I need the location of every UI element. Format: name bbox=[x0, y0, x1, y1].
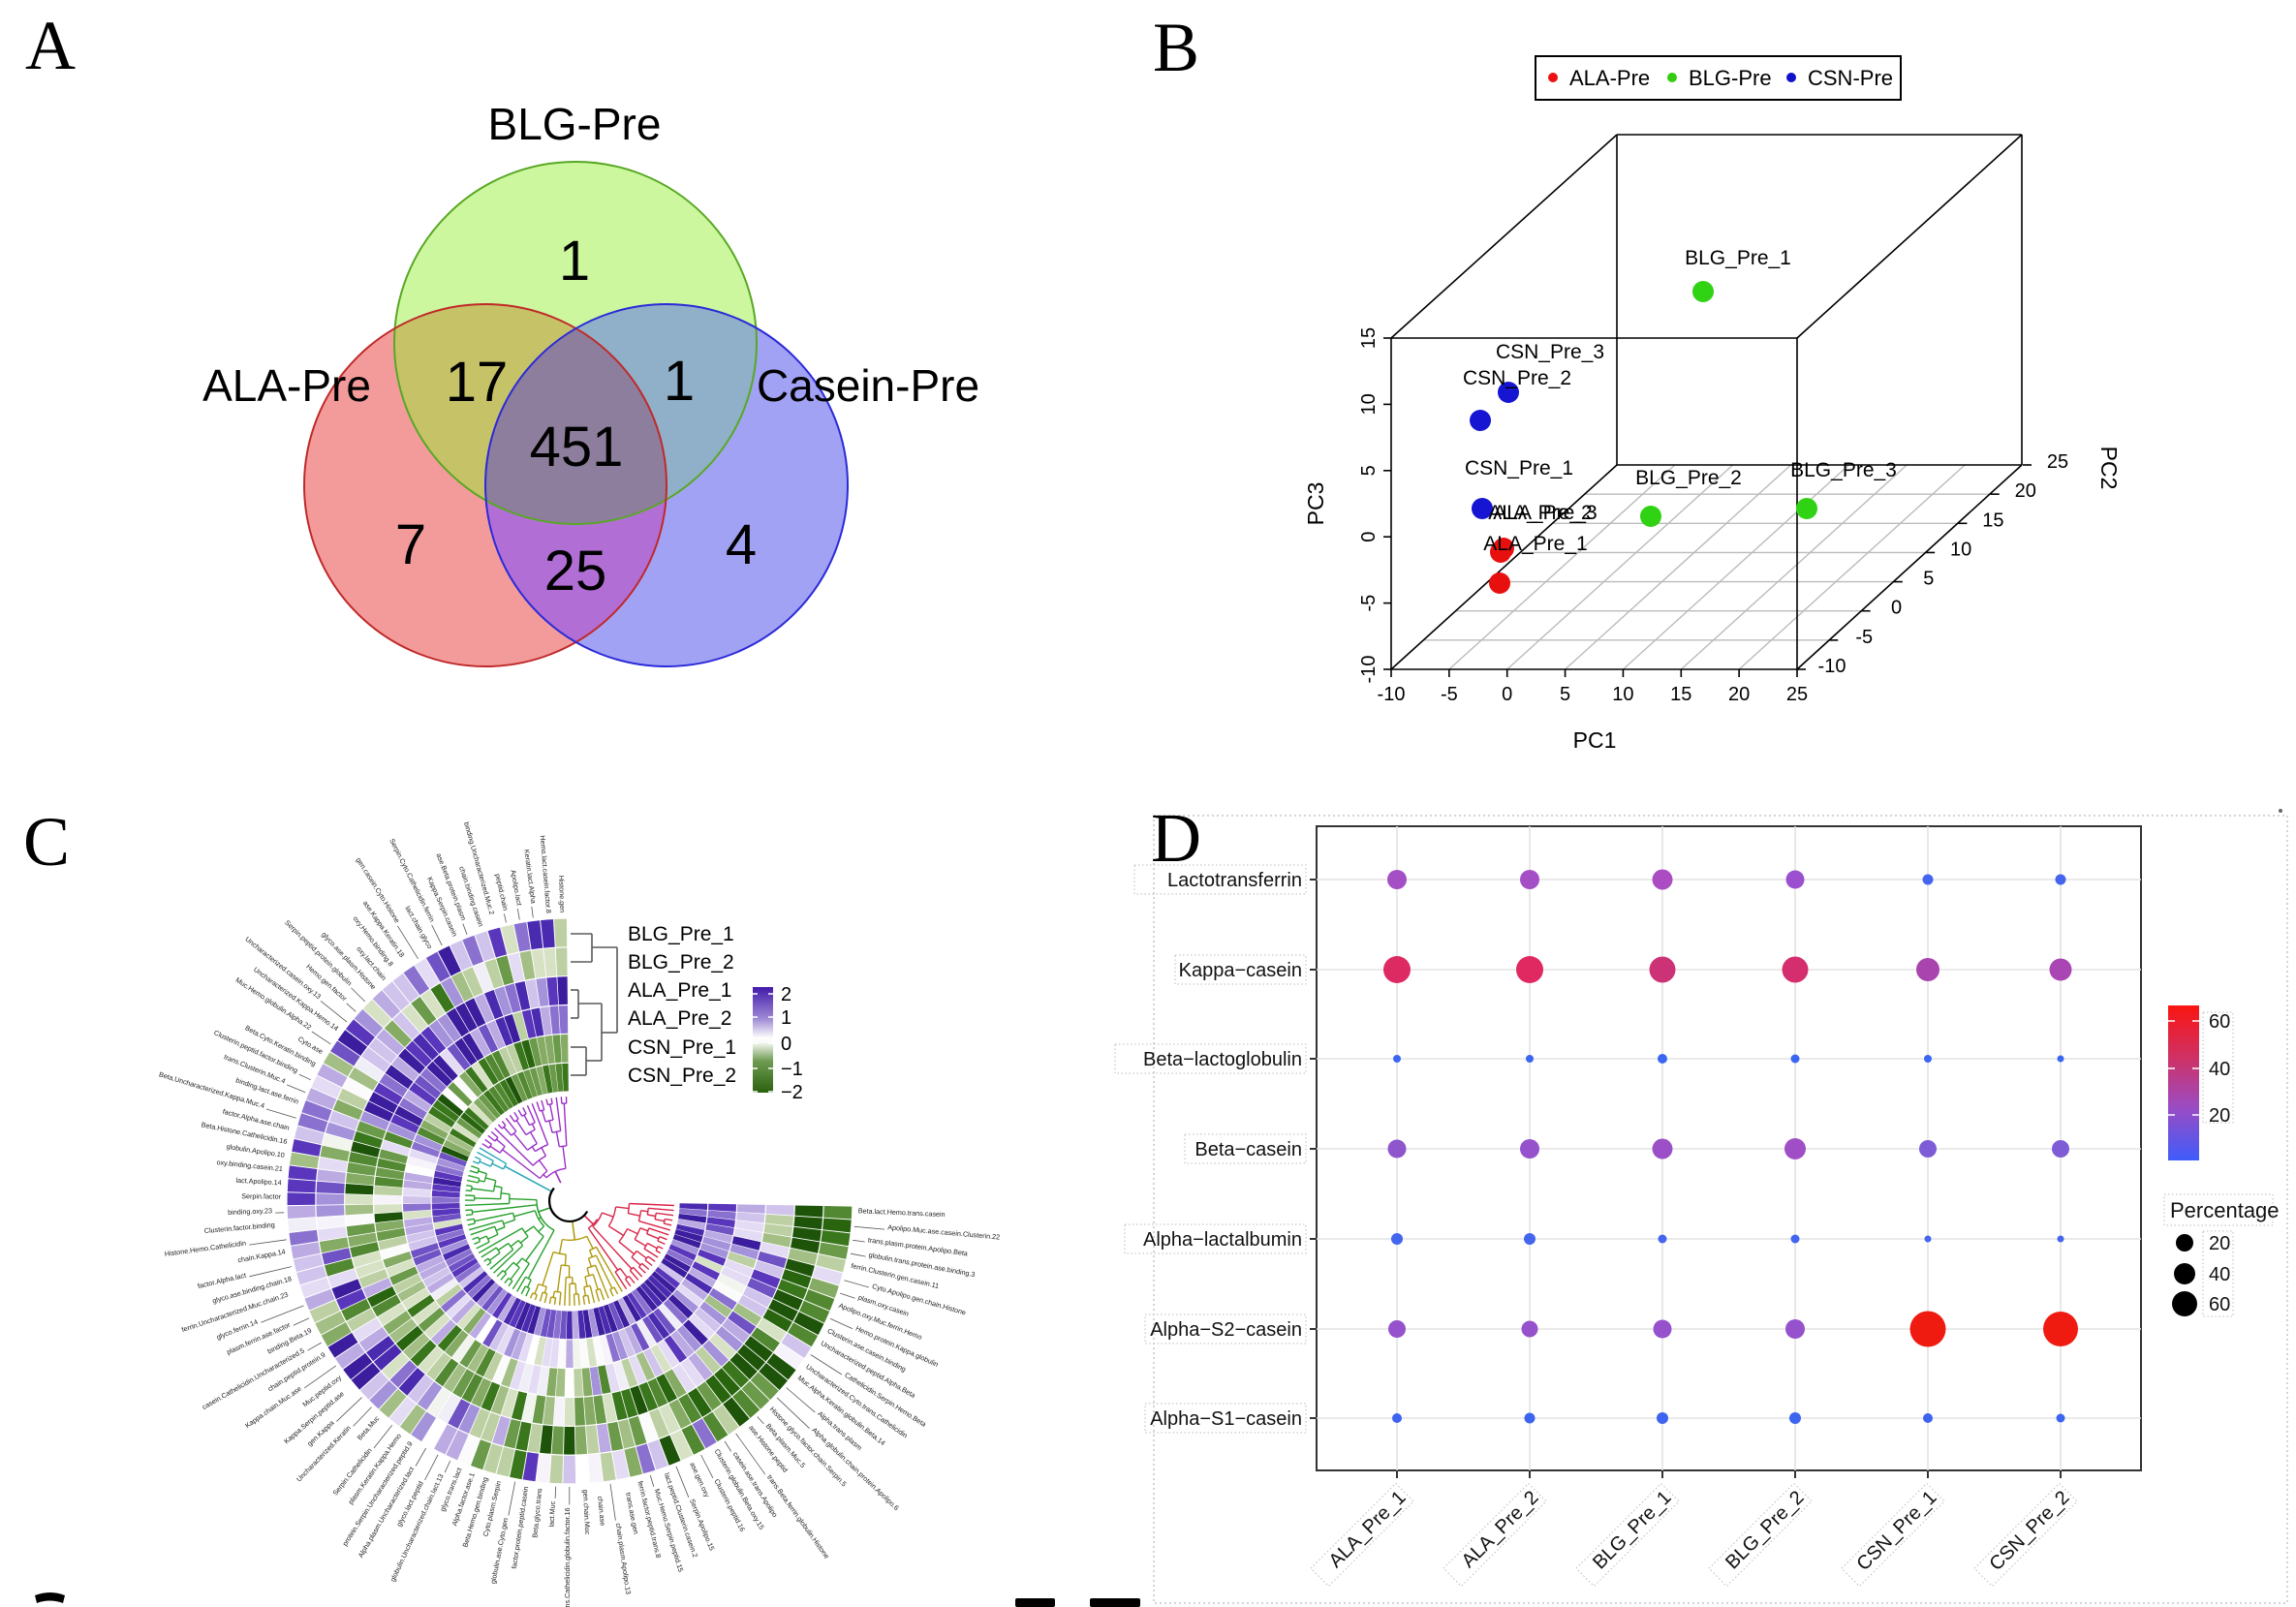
svg-text:-10: -10 bbox=[1378, 684, 1406, 705]
svg-text:1: 1 bbox=[664, 350, 695, 413]
svg-text:0: 0 bbox=[1502, 684, 1512, 705]
svg-text:25: 25 bbox=[1786, 684, 1808, 705]
svg-text:trans.Cathelicidin.globulin.fa: trans.Cathelicidin.globulin.factor.16 bbox=[563, 1507, 572, 1607]
svg-text:ALA-Pre: ALA-Pre bbox=[1569, 66, 1650, 90]
svg-text:−1: −1 bbox=[781, 1059, 803, 1080]
svg-text:Alpha−lactalbumin: Alpha−lactalbumin bbox=[1143, 1229, 1302, 1251]
svg-text:lact.Apolipo.14: lact.Apolipo.14 bbox=[235, 1176, 282, 1188]
svg-text:ALA_Pre_1: ALA_Pre_1 bbox=[1483, 533, 1587, 555]
svg-text:20: 20 bbox=[2209, 1233, 2230, 1254]
svg-text:Beta.lact.Hemo.trans.casein: Beta.lact.Hemo.trans.casein bbox=[858, 1206, 946, 1219]
svg-text:ALA_Pre_2: ALA_Pre_2 bbox=[1488, 502, 1592, 524]
svg-text:40: 40 bbox=[2209, 1059, 2230, 1080]
svg-text:15: 15 bbox=[1358, 327, 1380, 349]
svg-text:-10: -10 bbox=[1358, 656, 1380, 684]
svg-text:−2: −2 bbox=[781, 1082, 803, 1103]
svg-text:Alpha−S2−casein: Alpha−S2−casein bbox=[1150, 1319, 1302, 1341]
svg-text:5: 5 bbox=[1560, 684, 1570, 705]
svg-text:Beta−lactoglobulin: Beta−lactoglobulin bbox=[1143, 1049, 1302, 1070]
svg-text:PC1: PC1 bbox=[1573, 727, 1617, 753]
svg-text:CSN_Pre_2: CSN_Pre_2 bbox=[628, 1065, 736, 1087]
svg-text:Histone.gen: Histone.gen bbox=[557, 876, 567, 913]
svg-text:BLG_Pre_1: BLG_Pre_1 bbox=[628, 923, 734, 945]
svg-text:15: 15 bbox=[1670, 684, 1691, 705]
svg-text:Lactotransferrin: Lactotransferrin bbox=[1167, 870, 1302, 891]
svg-text:20: 20 bbox=[2209, 1105, 2230, 1127]
svg-text:60: 60 bbox=[2209, 1011, 2230, 1033]
svg-text:BLG_Pre_1: BLG_Pre_1 bbox=[1589, 1487, 1675, 1573]
svg-text:-10: -10 bbox=[1818, 656, 1846, 677]
svg-text:BLG_Pre_3: BLG_Pre_3 bbox=[1790, 459, 1897, 481]
svg-text:-5: -5 bbox=[1441, 684, 1458, 705]
svg-text:1: 1 bbox=[781, 1007, 791, 1029]
svg-text:gen.chain.Muc: gen.chain.Muc bbox=[581, 1489, 592, 1535]
svg-text:CSN_Pre_3: CSN_Pre_3 bbox=[1496, 341, 1604, 363]
svg-text:BLG_Pre_2: BLG_Pre_2 bbox=[1635, 467, 1742, 489]
svg-text:BLG_Pre_1: BLG_Pre_1 bbox=[1685, 247, 1791, 269]
svg-text:0: 0 bbox=[781, 1034, 791, 1055]
svg-text:CSN_Pre_1: CSN_Pre_1 bbox=[1853, 1487, 1941, 1575]
svg-text:1: 1 bbox=[559, 230, 590, 293]
svg-text:ALA_Pre_2: ALA_Pre_2 bbox=[628, 1007, 731, 1030]
svg-text:B: B bbox=[1153, 9, 1199, 86]
svg-text:A: A bbox=[25, 7, 76, 84]
svg-text:lact.Muc: lact.Muc bbox=[547, 1500, 557, 1528]
svg-text:40: 40 bbox=[2209, 1264, 2230, 1285]
svg-text:BLG_Pre_2: BLG_Pre_2 bbox=[1722, 1487, 1808, 1573]
svg-text:0: 0 bbox=[1358, 532, 1380, 542]
svg-text:-5: -5 bbox=[1358, 595, 1380, 612]
svg-text:Percentage: Percentage bbox=[2170, 1198, 2280, 1222]
svg-text:25: 25 bbox=[2047, 451, 2068, 473]
svg-text:CSN_Pre_2: CSN_Pre_2 bbox=[1986, 1487, 2074, 1575]
svg-text:PC3: PC3 bbox=[1303, 482, 1328, 526]
svg-text:PC2: PC2 bbox=[2096, 447, 2122, 490]
svg-text:20: 20 bbox=[2015, 480, 2036, 502]
svg-text:Kappa−casein: Kappa−casein bbox=[1179, 960, 1302, 981]
svg-text:Beta−casein: Beta−casein bbox=[1195, 1139, 1302, 1160]
svg-text:15: 15 bbox=[1982, 510, 2003, 531]
svg-text:CSN-Pre: CSN-Pre bbox=[1808, 66, 1893, 90]
svg-text:ALA-Pre: ALA-Pre bbox=[202, 360, 371, 411]
svg-text:4: 4 bbox=[726, 513, 757, 576]
svg-text:binding.oxy.23: binding.oxy.23 bbox=[228, 1206, 272, 1217]
svg-text:20: 20 bbox=[1728, 684, 1750, 705]
svg-text:ALA_Pre_2: ALA_Pre_2 bbox=[1458, 1487, 1543, 1572]
svg-text:ALA_Pre_1: ALA_Pre_1 bbox=[1325, 1487, 1411, 1572]
svg-text:25: 25 bbox=[544, 540, 607, 603]
svg-text:C: C bbox=[23, 803, 70, 881]
svg-text:D: D bbox=[1151, 799, 1201, 877]
svg-text:0: 0 bbox=[1891, 598, 1902, 619]
svg-text:chain.ase: chain.ase bbox=[596, 1496, 607, 1526]
svg-text:10: 10 bbox=[1358, 393, 1380, 415]
svg-text:CSN_Pre_1: CSN_Pre_1 bbox=[628, 1036, 736, 1059]
svg-text:CSN_Pre_2: CSN_Pre_2 bbox=[1463, 367, 1571, 389]
svg-text:10: 10 bbox=[1612, 684, 1633, 705]
svg-text:Casein-Pre: Casein-Pre bbox=[757, 360, 979, 411]
svg-text:2: 2 bbox=[781, 984, 791, 1005]
svg-text:ALA_Pre_1: ALA_Pre_1 bbox=[628, 979, 731, 1002]
svg-text:-5: -5 bbox=[1855, 627, 1873, 648]
svg-text:7: 7 bbox=[395, 513, 426, 576]
svg-text:BLG-Pre: BLG-Pre bbox=[488, 99, 662, 149]
svg-text:BLG-Pre: BLG-Pre bbox=[1689, 66, 1772, 90]
svg-text:10: 10 bbox=[1950, 539, 1971, 560]
svg-text:Alpha−S1−casein: Alpha−S1−casein bbox=[1150, 1408, 1302, 1430]
svg-text:5: 5 bbox=[1358, 465, 1380, 476]
svg-text:60: 60 bbox=[2209, 1294, 2230, 1315]
svg-text:CSN_Pre_1: CSN_Pre_1 bbox=[1465, 457, 1573, 479]
svg-text:5: 5 bbox=[1923, 569, 1934, 590]
svg-text:451: 451 bbox=[530, 416, 624, 479]
svg-text:Serpin.factor: Serpin.factor bbox=[241, 1191, 281, 1200]
svg-text:17: 17 bbox=[446, 351, 509, 414]
svg-text:ALA_Pre_3: ALA_Pre_3 bbox=[1493, 502, 1597, 524]
svg-text:BLG_Pre_2: BLG_Pre_2 bbox=[628, 951, 734, 973]
